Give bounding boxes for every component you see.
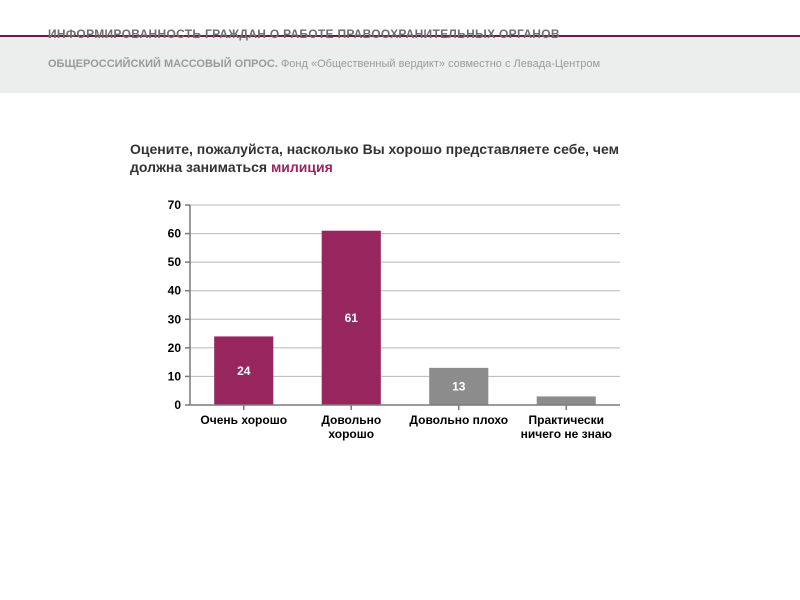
- question-line2a: должна заниматься: [130, 159, 271, 175]
- bar-chart-svg: 0 10 20 30 40 50 60 70 24 Очень хорошо 61 Довольнох…: [130, 195, 640, 455]
- bar-chart: 0 10 20 30 40 50 60 70 24 Очень хорошо 61 Довольнох…: [130, 195, 640, 455]
- header-subtitle: ОБЩЕРОССИЙСКИЙ МАССОВЫЙ ОПРОС. Фонд «Общ…: [48, 58, 600, 70]
- bar-value-label: 61: [345, 311, 359, 325]
- ytick-label: 30: [168, 312, 182, 326]
- xtick-label: Очень хорошо: [200, 413, 287, 427]
- xtick-label: Практическиничего не знаю: [521, 413, 612, 441]
- ytick-label: 60: [168, 227, 182, 241]
- ytick-label: 70: [168, 198, 182, 212]
- header-title: ИНФОРМИРОВАННОСТЬ ГРАЖДАН О РАБОТЕ ПРАВО…: [48, 27, 560, 41]
- question-line2: должна заниматься милиция: [130, 158, 619, 176]
- question-text: Оцените, пожалуйста, насколько Вы хорошо…: [130, 140, 619, 176]
- xtick-label: Довольнохорошо: [321, 413, 381, 441]
- header-subtitle-light: Фонд «Общественный вердикт» совместно с …: [281, 58, 600, 70]
- ytick-label: 40: [168, 284, 182, 298]
- question-line1: Оцените, пожалуйста, насколько Вы хорошо…: [130, 140, 619, 158]
- bar-value-label: 24: [237, 364, 251, 378]
- question-highlight: милиция: [271, 159, 333, 175]
- bar: [537, 396, 596, 405]
- xtick-label: Довольно плохо: [409, 413, 508, 427]
- header-subtitle-bold: ОБЩЕРОССИЙСКИЙ МАССОВЫЙ ОПРОС.: [48, 58, 281, 70]
- ytick-label: 10: [168, 369, 182, 383]
- ytick-label: 20: [168, 341, 182, 355]
- bar-value-label: 13: [452, 380, 466, 394]
- ytick-label: 50: [168, 255, 182, 269]
- ytick-label: 0: [174, 398, 181, 412]
